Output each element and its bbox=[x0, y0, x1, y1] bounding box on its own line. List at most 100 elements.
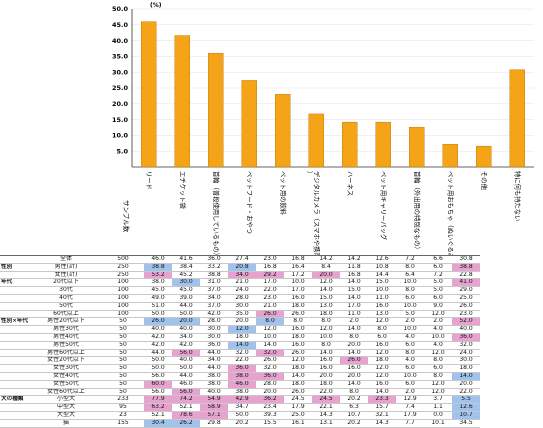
table-cell: 18.0 bbox=[284, 302, 312, 311]
table-cell: 32.1 bbox=[368, 411, 396, 420]
row-sample-size: 50 bbox=[102, 341, 144, 350]
table-cell: 20.0 bbox=[172, 317, 200, 327]
table-cell: 42.0 bbox=[144, 333, 172, 342]
table-cell: 10.0 bbox=[284, 278, 312, 288]
table-cell: 14.0 bbox=[368, 388, 396, 397]
table-cell: 17.0 bbox=[340, 302, 368, 311]
table-cell: 40.0 bbox=[452, 325, 480, 334]
row-sample-size: 50 bbox=[102, 325, 144, 334]
table-cell: 10.0 bbox=[396, 302, 424, 311]
y-tick-label: 15.0 bbox=[112, 116, 129, 124]
table-cell: 49.0 bbox=[144, 294, 172, 303]
table-cell: 53.2 bbox=[144, 271, 172, 280]
table-cell: 22.1 bbox=[312, 403, 340, 412]
row-label: 男性20代以下 bbox=[30, 317, 102, 327]
table-cell: 11.0 bbox=[368, 294, 396, 303]
table-cell: 6.0 bbox=[424, 364, 452, 373]
row-sample-size: 50 bbox=[102, 388, 144, 397]
table-cell: 35.0 bbox=[228, 310, 256, 319]
table-cell: 9.0 bbox=[424, 302, 452, 311]
table-cell: 33.2 bbox=[200, 262, 228, 272]
table-cell: 20.0 bbox=[228, 317, 256, 327]
table-cell: 45.0 bbox=[144, 286, 172, 295]
bar bbox=[141, 21, 157, 168]
row-sample-size: 50 bbox=[102, 317, 144, 327]
table-cell: 4.0 bbox=[424, 325, 452, 334]
table-cell: 16.1 bbox=[284, 419, 312, 428]
table-cell: 8.0 bbox=[424, 372, 452, 381]
table-cell: 12.0 bbox=[312, 278, 340, 288]
table-cell: 16.0 bbox=[340, 364, 368, 373]
table-cell: 10.0 bbox=[424, 333, 452, 342]
category-label: リード bbox=[145, 171, 152, 190]
bar bbox=[409, 126, 425, 168]
table-row: 男性50代 50 42.0 42.0 36.0 14.0 14.0 16.0 8.0 20.0 16… bbox=[0, 341, 480, 350]
category-label: ペット用キャリーバッグ bbox=[379, 171, 388, 241]
table-cell: 12.6 bbox=[452, 403, 480, 412]
category-labels: リード エチケット袋 首輪（普段使用しているもの） ペットフード・おやつ ペット用の飲料… bbox=[145, 171, 523, 255]
row-label: 60代以上 bbox=[30, 310, 102, 319]
table-cell: 29.8 bbox=[200, 419, 228, 428]
row-group bbox=[0, 356, 30, 366]
table-cell: 0.0 bbox=[424, 411, 452, 420]
table-cell: 14.4 bbox=[368, 271, 396, 280]
table-cell: 16.0 bbox=[368, 380, 396, 389]
table-cell: 12.0 bbox=[368, 317, 396, 327]
row-label: 全体 bbox=[30, 255, 102, 264]
table-cell: 18.0 bbox=[284, 364, 312, 373]
table-cell: 22.0 bbox=[228, 356, 256, 366]
table-cell: 20.0 bbox=[312, 271, 340, 280]
row-label: 大型犬 bbox=[30, 411, 102, 420]
table-cell: 30.8 bbox=[452, 255, 480, 264]
table-cell: 10.0 bbox=[312, 333, 340, 342]
table-cell: 34.0 bbox=[228, 271, 256, 280]
table-cell: 12.6 bbox=[368, 255, 396, 264]
table-cell: 34.0 bbox=[200, 356, 228, 366]
table-row: 女性50代 50 60.0 46.0 38.0 46.0 28.0 18.0 18.0 14.0 1… bbox=[0, 380, 480, 389]
table-cell: 6.0 bbox=[424, 294, 452, 303]
table-cell: 44.0 bbox=[200, 364, 228, 373]
row-label: 猫 bbox=[30, 419, 102, 428]
row-sample-size: 100 bbox=[102, 310, 144, 319]
table-cell: 17.2 bbox=[284, 271, 312, 280]
table-cell: 26.0 bbox=[256, 310, 284, 319]
table-cell: 20.0 bbox=[312, 372, 340, 381]
table-cell: 56.0 bbox=[144, 388, 172, 397]
table-row: 男性60代以上 50 44.0 56.0 44.0 32.0 32.0 26.0 14.0 14.… bbox=[0, 349, 480, 358]
table-cell: 20.2 bbox=[228, 419, 256, 428]
row-label: 30代 bbox=[30, 286, 102, 295]
table-cell: 23.0 bbox=[256, 255, 284, 264]
table-cell: 18.0 bbox=[452, 364, 480, 373]
table-cell: 25.0 bbox=[284, 411, 312, 420]
row-sample-size: 100 bbox=[102, 302, 144, 311]
row-label: 20代以下 bbox=[30, 278, 102, 288]
table-cell: 13.0 bbox=[368, 310, 396, 319]
table-cell: 38.0 bbox=[200, 372, 228, 381]
table-cell: 18.0 bbox=[312, 310, 340, 319]
category-label: ペット用おもちゃ（ぬいぐるみ等） bbox=[446, 171, 455, 255]
table-cell: 12.0 bbox=[424, 349, 452, 358]
table-cell: 30.0 bbox=[452, 356, 480, 366]
table-cell: 38.8 bbox=[452, 262, 480, 272]
table-cell: 5.0 bbox=[424, 278, 452, 288]
table-cell: 17.0 bbox=[284, 286, 312, 295]
table-cell: 45.2 bbox=[172, 271, 200, 280]
table-cell: 56.0 bbox=[144, 372, 172, 381]
table-cell: 20.0 bbox=[340, 372, 368, 381]
table-cell: 5.0 bbox=[424, 286, 452, 295]
row-group bbox=[0, 255, 30, 264]
table-cell: 12.0 bbox=[228, 325, 256, 334]
row-group bbox=[0, 349, 30, 358]
table-cell: 18.0 bbox=[284, 380, 312, 389]
bar bbox=[308, 113, 324, 168]
table-cell: 7.4 bbox=[396, 403, 424, 412]
table-cell: 28.0 bbox=[256, 380, 284, 389]
table-cell: 10.8 bbox=[368, 262, 396, 272]
table-cell: 26.0 bbox=[284, 310, 312, 319]
table-cell: 6.0 bbox=[424, 262, 452, 272]
table-cell: 38.0 bbox=[228, 372, 256, 381]
table-row: 男性30代 50 40.0 40.0 30.0 12.0 12.0 16.0 12.0 14.0 8… bbox=[0, 325, 480, 334]
y-tick-label: 10.0 bbox=[112, 132, 129, 140]
table-row: 大型犬 23 52.1 78.6 57.1 50.0 39.3 25.0 14.3 10.7 32.… bbox=[0, 411, 480, 420]
table-cell: 21.0 bbox=[256, 302, 284, 311]
